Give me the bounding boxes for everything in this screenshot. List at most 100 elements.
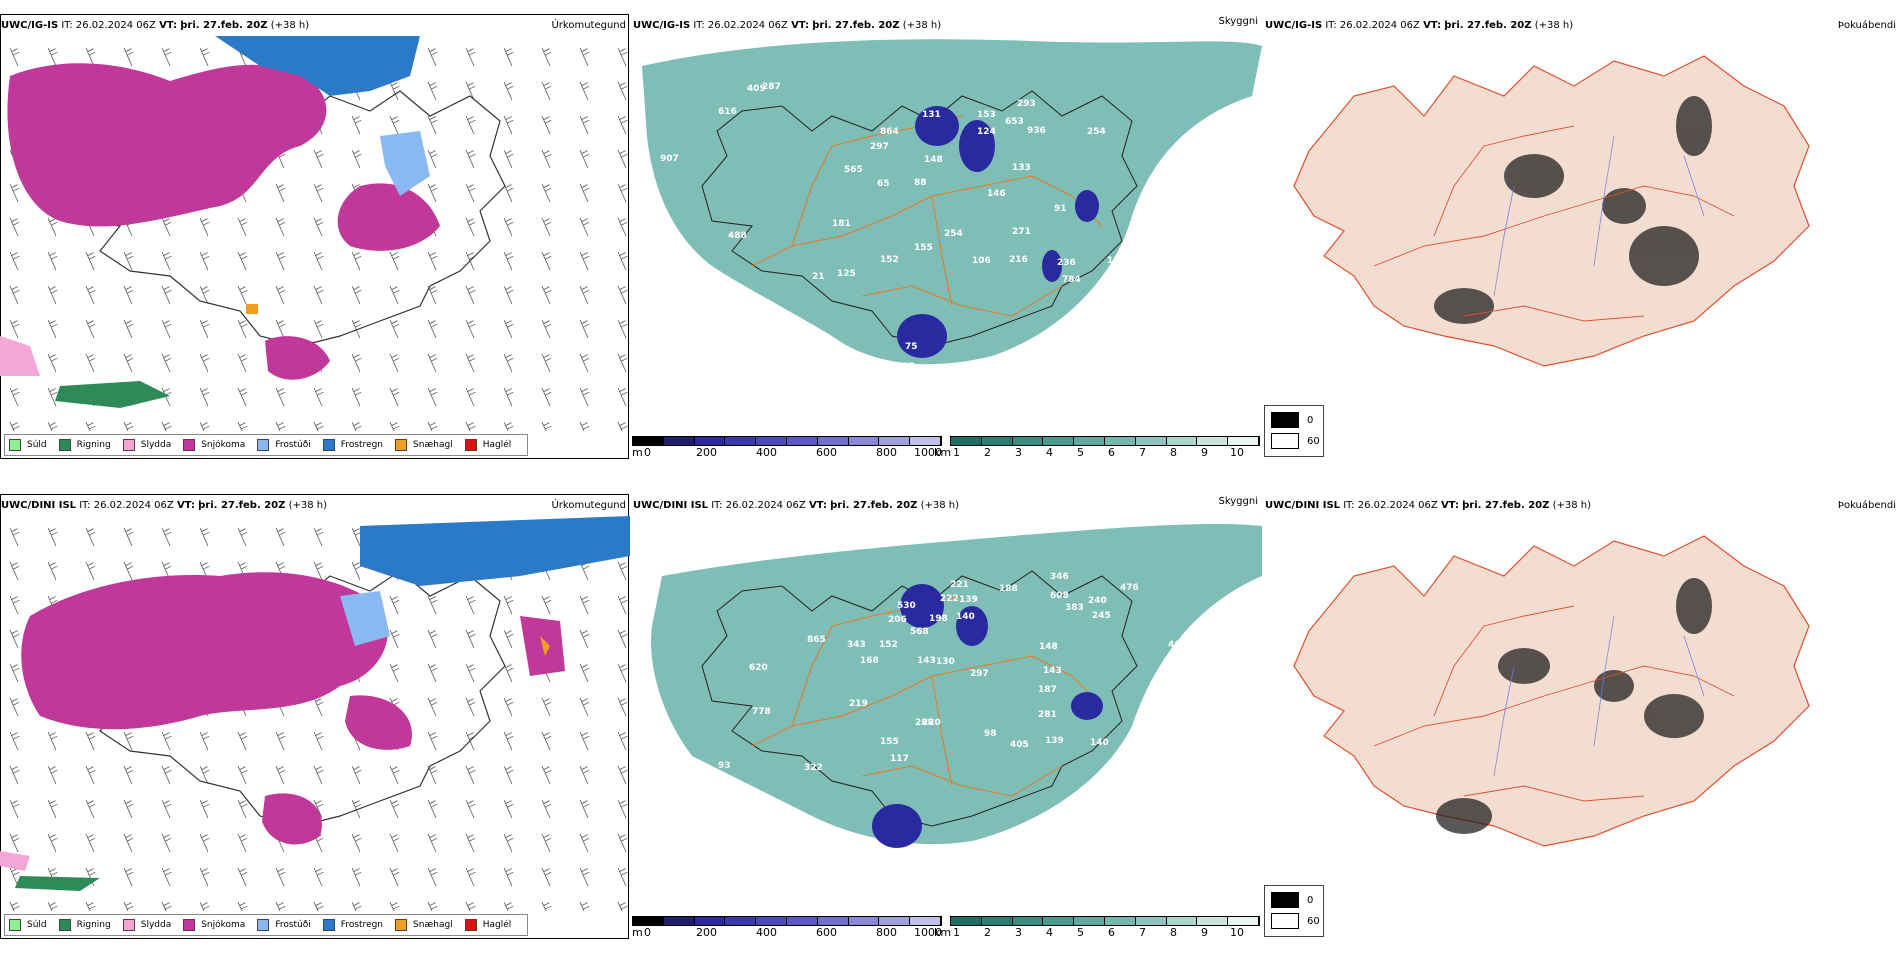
legend-swatch	[9, 919, 21, 931]
ceiling-colorbar: m 0 200 400 600 800 1000	[632, 436, 942, 459]
legend-item: Snjókoma	[183, 919, 245, 931]
vt-value: þri. 27.feb. 20Z	[180, 20, 268, 31]
ceiling-label: 78	[818, 336, 831, 346]
panel-title: Úrkomutegund	[551, 500, 626, 511]
ceiling-label: 204	[938, 860, 957, 870]
ceiling-label: 21	[812, 272, 825, 282]
legend-item: Haglél	[464, 919, 511, 931]
ceiling-label: 409	[747, 84, 766, 94]
ceiling-label: 219	[849, 699, 868, 709]
fog-legend-item: 60	[1271, 913, 1320, 929]
legend-swatch	[464, 919, 477, 931]
ceiling-label: 98	[984, 729, 997, 739]
ceiling-label: 140	[956, 612, 975, 622]
ceiling-label: 322	[804, 763, 823, 773]
visibility-panel: UWC/DINI ISL IT: 26.02.2024 06Z VT: þri.…	[632, 480, 1262, 955]
rain-area	[15, 876, 100, 891]
panel-title: Skyggni	[1218, 16, 1258, 27]
legend-item: Frostúði	[257, 919, 311, 931]
freezing-drizzle-area	[340, 591, 390, 646]
it-label: IT:	[61, 20, 73, 31]
model-name: UWC/DINI ISL	[1, 500, 77, 511]
legend-swatch	[257, 919, 270, 931]
ceiling-label: 143	[917, 656, 936, 666]
precip-legend: Súld Rigning Slydda Snjókoma Frostúði Fr…	[4, 434, 529, 456]
panel-title: Skyggni	[1218, 496, 1258, 507]
visibility-colorbar-strip	[950, 436, 1260, 446]
ceiling-label: 22	[895, 381, 908, 391]
ceiling-label: 620	[749, 663, 768, 673]
fog-indicator-map	[1293, 535, 1810, 847]
ceiling-label: 346	[1050, 572, 1069, 582]
ceiling-label: 287	[762, 82, 781, 92]
legend-swatch	[1271, 412, 1299, 428]
freezing-rain-area	[360, 516, 630, 586]
freezing-rain-area	[215, 36, 420, 96]
model-name: UWC/IG-IS	[633, 20, 691, 31]
fog-indicator-panel: UWC/IG-IS IT: 26.02.2024 06Z VT: þri. 27…	[1264, 0, 1900, 475]
ceiling-label: 206	[888, 615, 907, 625]
iceland-outline	[701, 90, 1138, 347]
model-name: UWC/IG-IS	[1265, 20, 1323, 31]
ceiling-label: 152	[879, 640, 898, 650]
ceiling-label: 778	[752, 707, 771, 717]
ceiling-label: 41	[898, 887, 911, 897]
panel-header: UWC/DINI ISL IT: 26.02.2024 06Z VT: þri.…	[633, 496, 1258, 511]
ceiling-label: 148	[1039, 642, 1058, 652]
ceiling-label: 106	[917, 875, 936, 885]
precip-legend: Súld Rigning Slydda Snjókoma Frostúði Fr…	[4, 914, 529, 936]
ceiling-label: 236	[1057, 258, 1076, 268]
legend-item: Frostregn	[322, 919, 383, 931]
legend-swatch	[395, 439, 408, 451]
ceiling-label: 220	[922, 718, 941, 728]
ceiling-label: 476	[1120, 583, 1139, 593]
forecast-row-dini: UWC/DINI ISL IT: 26.02.2024 06Z VT: þri.…	[0, 480, 1900, 955]
forecast-row-igis: UWC/IG-IS IT: 26.02.2024 06Z VT: þri. 27…	[0, 0, 1900, 475]
ceiling-label: 293	[1017, 99, 1036, 109]
ceiling-label: 907	[660, 154, 679, 164]
roads	[1373, 605, 1735, 802]
panel-header: UWC/IG-IS IT: 26.02.2024 06Z VT: þri. 27…	[1265, 20, 1896, 31]
ceiling-colorbar: m 0 200 400 600 800 1000	[632, 916, 942, 939]
precip-type-map	[0, 516, 630, 911]
ceiling-label: 221	[950, 580, 969, 590]
ceiling-label: 134	[917, 854, 936, 864]
visibility-colorbar: km 1 2 3 4 5 6 7 8 9 10	[934, 916, 1260, 939]
ceiling-label: 181	[832, 219, 851, 229]
visibility-panel: UWC/IG-IS IT: 26.02.2024 06Z VT: þri. 27…	[632, 0, 1262, 475]
model-name: UWC/DINI ISL	[1265, 500, 1341, 511]
panel-title: Þokuábendi	[1837, 20, 1896, 31]
low-visibility-area	[642, 39, 1262, 365]
snow-area	[265, 336, 330, 380]
fog-high-areas	[1436, 578, 1712, 834]
ceiling-label: 65	[877, 179, 890, 189]
legend-swatch	[1271, 913, 1299, 929]
snow-pellet-area	[540, 636, 550, 656]
ceiling-label: 131	[922, 110, 941, 120]
ceiling-label: 155	[914, 243, 933, 253]
fog-legend: 0 60	[1264, 405, 1324, 457]
snow-area	[262, 793, 322, 845]
ceiling-label: 67	[902, 362, 915, 372]
precip-type-panel: UWC/DINI ISL IT: 26.02.2024 06Z VT: þri.…	[0, 480, 630, 955]
legend-item: Snæhagl	[395, 439, 453, 451]
ceiling-label: 133	[1012, 163, 1031, 173]
rain-area	[55, 381, 170, 408]
iceland-landmass	[1293, 55, 1810, 367]
legend-item: Snæhagl	[395, 919, 453, 931]
ceiling-label: 117	[890, 754, 909, 764]
ceiling-label: 40	[1050, 337, 1063, 347]
ceiling-label: 254	[944, 229, 963, 239]
ceiling-label: 91	[1054, 204, 1067, 214]
ceiling-label: 93	[718, 761, 731, 771]
rivers	[1493, 615, 1705, 777]
ceiling-label: 565	[844, 165, 863, 175]
ceiling-label: 271	[1012, 227, 1031, 237]
panel-frame	[0, 494, 629, 939]
ceiling-label: 281	[1038, 710, 1057, 720]
ceiling-label: 140	[1090, 738, 1109, 748]
ceiling-label: 865	[807, 635, 826, 645]
